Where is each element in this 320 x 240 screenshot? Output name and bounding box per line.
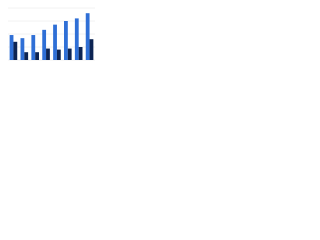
bar: [35, 52, 39, 60]
bar: [53, 24, 57, 60]
bar: [85, 13, 90, 60]
bar: [13, 41, 18, 60]
bar: [42, 29, 47, 60]
bar: [64, 21, 68, 60]
bar: [89, 39, 94, 60]
chart: [8, 7, 95, 61]
bar: [9, 35, 14, 60]
bar: [24, 52, 29, 60]
bar: [74, 18, 79, 60]
bar: [46, 48, 50, 60]
bar: [78, 47, 83, 60]
bar: [31, 35, 36, 60]
bar: [67, 48, 72, 60]
bar: [56, 49, 61, 60]
bar: [20, 38, 25, 60]
